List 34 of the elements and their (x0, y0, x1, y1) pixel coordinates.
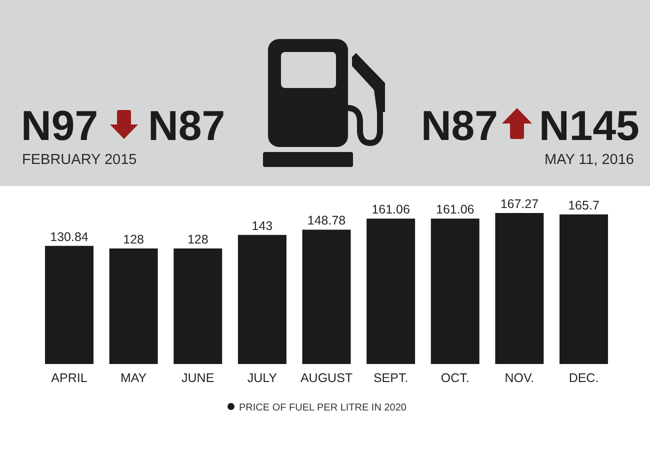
text: N87 (420, 102, 498, 149)
data-label: 167.27 (500, 197, 539, 211)
text: N87 (148, 102, 226, 149)
bar (174, 248, 222, 364)
bar (302, 230, 351, 364)
text: N97 (21, 102, 98, 149)
legend-label: PRICE OF FUEL PER LITRE IN 2020 (239, 402, 407, 414)
x-tick-label: SEPT. (373, 371, 408, 385)
bar (45, 246, 94, 364)
data-label: 128 (187, 232, 208, 246)
bar (366, 218, 416, 364)
x-tick-label: MAY (120, 371, 148, 385)
bar (560, 214, 608, 364)
data-label: 161.06 (372, 202, 410, 217)
text: N145 (539, 102, 640, 149)
data-label: 130.84 (50, 230, 88, 244)
data-label: 148.78 (307, 214, 346, 228)
x-tick-label: JUNE (182, 371, 214, 385)
bar (238, 234, 286, 364)
text: FEBRUARY 2015 (22, 152, 137, 168)
bar (430, 218, 480, 364)
data-label: 161.06 (436, 202, 474, 217)
x-tick-label: AUGUST (300, 371, 353, 385)
bar (109, 248, 158, 364)
x-tick-label: JULY (247, 371, 278, 385)
data-label: 143 (252, 218, 273, 233)
data-label: 128 (123, 232, 144, 246)
bar (495, 213, 544, 364)
x-tick-label: OCT. (440, 371, 470, 385)
data-label: 165.7 (568, 198, 600, 212)
x-tick-label: NOV. (504, 371, 534, 385)
x-tick-label: APRIL (51, 371, 88, 385)
text: MAY 11, 2016 (544, 152, 634, 168)
x-tick-label: DEC. (568, 371, 599, 385)
